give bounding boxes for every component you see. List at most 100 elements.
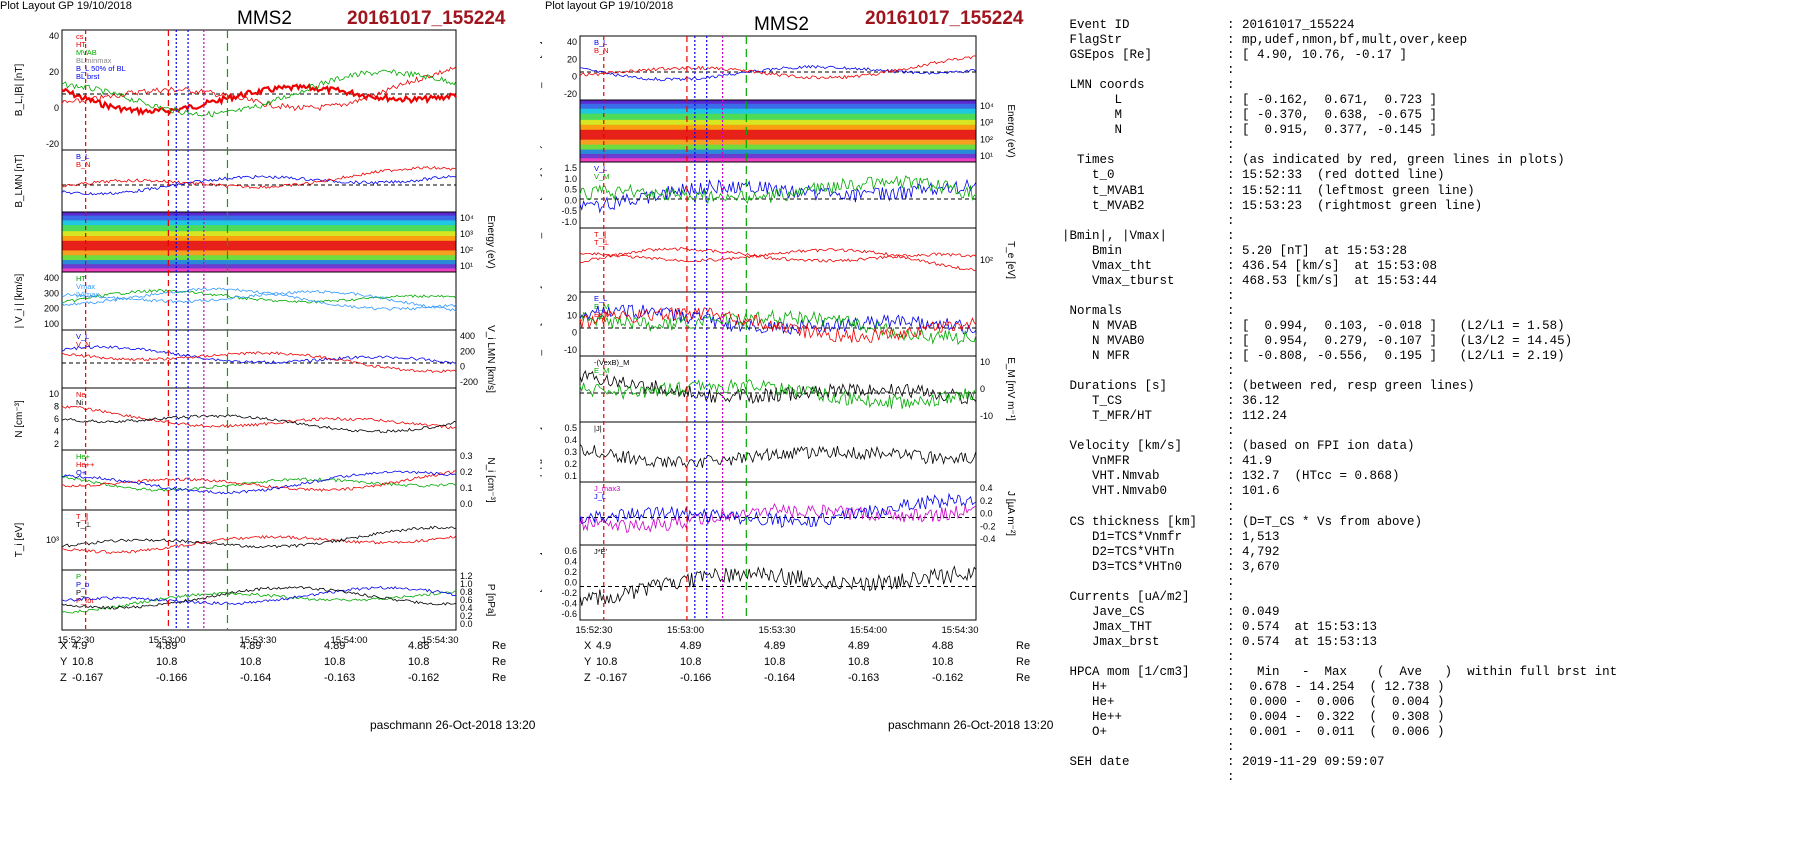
tick-label: 0.0: [564, 195, 577, 205]
coord-value: 10.8: [324, 656, 346, 668]
info-line: FlagStr : mp,udef,nmon,bf,mult,over,keep: [1062, 33, 1468, 48]
info-line: :: [1062, 649, 1235, 664]
tick-label: 0.1: [460, 483, 473, 493]
info-line: :: [1062, 740, 1235, 755]
tick-label: 1.0: [564, 174, 577, 184]
info-line: LMN coords :: [1062, 78, 1235, 93]
coord-row-label: Y: [60, 656, 68, 668]
legend-entry: |V|max: [76, 290, 99, 299]
time-tick-label: 15:54:30: [422, 635, 459, 646]
coord-value: -0.164: [764, 672, 796, 684]
tick-label: 10²: [980, 255, 993, 265]
info-line: L : [ -0.162, 0.671, 0.723 ]: [1062, 93, 1438, 108]
info-line: Vmax_tburst : 468.53 [km/s] at 15:53:44: [1062, 273, 1438, 288]
tick-label: -0.4: [980, 534, 996, 544]
panel-SPEC: 10⁴ 10³ 10² 10¹ Energy (eV): [61, 211, 496, 273]
coord-unit: Re: [1016, 656, 1031, 668]
y-axis-label: N_i [cm⁻³]: [485, 457, 496, 503]
info-line: Normals :: [1062, 303, 1235, 318]
trace-EM-0: [579, 370, 977, 405]
coord-row-label: X: [584, 640, 592, 652]
tick-label: 0: [54, 103, 59, 113]
spectrogram-band: [62, 255, 456, 261]
y-axis-label: E_LMN [mV m⁻¹]: [540, 286, 543, 363]
spectrogram-band: [580, 119, 976, 126]
tick-label: 20: [49, 67, 59, 77]
coord-value: 10.8: [764, 656, 786, 668]
middle-layout-label: Plot layout GP 19/10/2018: [545, 0, 674, 12]
info-line: :: [1062, 364, 1235, 379]
tick-label: 0.0: [564, 578, 577, 588]
coord-value: 4.89: [240, 640, 262, 652]
info-line: Durations [s] : (between red, resp green…: [1062, 379, 1475, 394]
tick-label: 0.4: [564, 557, 577, 567]
tick-label: 0.5: [564, 185, 577, 195]
time-tick-label: 15:53:30: [240, 635, 277, 646]
spectrogram-band: [62, 264, 456, 269]
coord-value: -0.163: [324, 672, 356, 684]
tick-label: 10⁴: [460, 213, 474, 223]
trace-VLMN-0: [61, 345, 457, 365]
trace-TI-0: [61, 534, 457, 554]
panel-frame: [61, 329, 457, 389]
tick-label: 0.6: [460, 595, 473, 605]
tick-label: 0.4: [564, 435, 577, 445]
panel-J: 0.5 0.4 0.3 0.2 0.1 |J| [µA m⁻²] |J|: [540, 421, 977, 483]
time-tick-label: 15:53:30: [759, 625, 796, 636]
coord-value: 10.8: [240, 656, 262, 668]
spectrogram-band: [62, 268, 456, 273]
middle-coords: X 4.9 4.89 4.89 4.89 4.88 Re Y 10.8 10.8 10.8 10.8 1…: [540, 640, 1060, 692]
panel-VLMN: 400 200 0 -200 V_i LMN [km/s] V_LV_N: [61, 325, 496, 393]
trace-NI-0: [61, 474, 457, 492]
legend-entry: MVAB: [76, 48, 97, 57]
spectrogram-band: [580, 108, 976, 115]
tick-label: 40: [49, 31, 59, 41]
spectrogram-band: [580, 129, 976, 141]
coord-value: -0.164: [240, 672, 272, 684]
panel-NI: 0.30.20.10.0N_i [cm⁻³]He+He++O+: [61, 449, 496, 511]
info-line: Jmax_brst : 0.574 at 15:53:13: [1062, 634, 1378, 649]
legend-entry: -(VexB)_M: [594, 358, 629, 367]
y-axis-label: J [µA m⁻²]: [1005, 491, 1016, 536]
legend-entry: P_b: [76, 580, 89, 589]
tick-label: 100: [44, 319, 59, 329]
trace-JE-0: [579, 565, 977, 606]
time-tick-label: 15:53:00: [149, 635, 186, 646]
legend-entry: cs: [76, 32, 84, 41]
legend-entry: B_N: [594, 46, 609, 55]
time-tick-label: 15:54:00: [850, 625, 887, 636]
legend-entry: O+: [76, 468, 87, 477]
tick-label: 0.2: [980, 496, 993, 506]
trace-B-0: [61, 82, 457, 117]
tick-label: 0.2: [460, 467, 473, 477]
tick-label: 300: [44, 288, 59, 298]
y-axis-label: B_LMN [nT]: [540, 41, 543, 95]
coord-value: 4.88: [408, 640, 430, 652]
trace-N-0: [61, 405, 457, 430]
coord-row-label: X: [60, 640, 68, 652]
tick-label: 10¹: [460, 261, 473, 271]
legend-entry: T_∥: [594, 230, 607, 239]
info-line: VHT.Nmvab0 : 101.6: [1062, 484, 1280, 499]
legend-entry: B_L 50% of BL: [76, 64, 126, 73]
trace-NI-2: [61, 470, 457, 495]
trace-TE-1: [579, 248, 977, 272]
tick-label: 1.5: [564, 163, 577, 173]
coord-row-label: Y: [584, 656, 592, 668]
legend-entry: T_⊥: [76, 520, 92, 529]
coord-value: 10.8: [680, 656, 702, 668]
trace-B-2: [61, 69, 457, 118]
coord-value: 10.8: [932, 656, 954, 668]
tick-label: 0: [572, 72, 577, 82]
legend-entry: T_⊥: [594, 238, 610, 247]
info-line: T_MFR/HT : 112.24: [1062, 409, 1288, 424]
panel-SPEC: 10⁴ 10³ 10² 10¹ Energy (eV): [579, 99, 1016, 163]
tick-label: 0.5: [564, 423, 577, 433]
coord-unit: Re: [1016, 640, 1031, 652]
coord-value: 10.8: [408, 656, 430, 668]
info-line: N MVAB0 : [ 0.954, 0.279, -0.107 ] (L3/L…: [1062, 333, 1573, 348]
legend-entry: J*E': [594, 547, 608, 556]
coord-value: 10.8: [72, 656, 94, 668]
